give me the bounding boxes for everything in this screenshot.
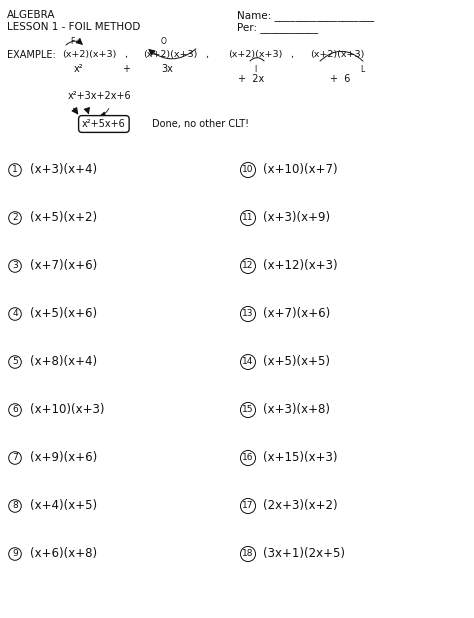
- Text: (x+10)(x+7): (x+10)(x+7): [263, 164, 337, 177]
- Text: 17: 17: [242, 501, 254, 510]
- Text: (x+5)(x+2): (x+5)(x+2): [30, 211, 97, 224]
- Text: x²+3x+2x+6: x²+3x+2x+6: [68, 91, 132, 101]
- Text: (x+3)(x+4): (x+3)(x+4): [30, 164, 97, 177]
- Text: (x+12)(x+3): (x+12)(x+3): [263, 260, 337, 273]
- Text: O: O: [161, 38, 167, 46]
- Text: ,: ,: [124, 51, 127, 59]
- Text: 9: 9: [12, 549, 18, 559]
- Text: (x+3)(x+8): (x+3)(x+8): [263, 404, 330, 417]
- Text: (x+4)(x+5): (x+4)(x+5): [30, 499, 97, 512]
- Text: (x+2)(x+3): (x+2)(x+3): [62, 51, 117, 59]
- Text: ,: ,: [290, 51, 293, 59]
- Text: 13: 13: [242, 310, 254, 318]
- Text: 3: 3: [12, 261, 18, 271]
- Text: F: F: [70, 38, 74, 46]
- Text: x²: x²: [74, 64, 83, 74]
- Text: 16: 16: [242, 454, 254, 462]
- Text: +  6: + 6: [330, 74, 350, 84]
- Text: Done, no other CLT!: Done, no other CLT!: [152, 119, 249, 129]
- Text: (3x+1)(2x+5): (3x+1)(2x+5): [263, 548, 345, 561]
- Text: L: L: [360, 64, 364, 74]
- Text: (x+2)(x+3): (x+2)(x+3): [310, 51, 365, 59]
- Text: (x+10)(x+3): (x+10)(x+3): [30, 404, 104, 417]
- Text: x²+5x+6: x²+5x+6: [82, 119, 126, 129]
- Text: (x+7)(x+6): (x+7)(x+6): [263, 308, 330, 321]
- Text: 18: 18: [242, 549, 254, 559]
- Text: 8: 8: [12, 501, 18, 510]
- Text: 14: 14: [242, 357, 254, 366]
- Text: +  2x: + 2x: [238, 74, 264, 84]
- Text: 3x: 3x: [161, 64, 173, 74]
- Text: (x+9)(x+6): (x+9)(x+6): [30, 452, 97, 465]
- Text: 15: 15: [242, 405, 254, 415]
- Text: 11: 11: [242, 213, 254, 222]
- Text: (x+5)(x+5): (x+5)(x+5): [263, 355, 330, 368]
- Text: (x+8)(x+4): (x+8)(x+4): [30, 355, 97, 368]
- Text: 10: 10: [242, 166, 254, 174]
- Text: 12: 12: [242, 261, 254, 271]
- Text: ALGEBRA: ALGEBRA: [7, 10, 55, 20]
- Text: ,: ,: [205, 51, 208, 59]
- Text: (x+7)(x+6): (x+7)(x+6): [30, 260, 97, 273]
- Text: 7: 7: [12, 454, 18, 462]
- Text: I: I: [254, 64, 256, 74]
- Text: Name: ___________________: Name: ___________________: [237, 10, 374, 21]
- Text: EXAMPLE:: EXAMPLE:: [7, 50, 56, 60]
- Text: (x+5)(x+6): (x+5)(x+6): [30, 308, 97, 321]
- Text: (x+2)(x+3): (x+2)(x+3): [143, 51, 197, 59]
- Text: (x+15)(x+3): (x+15)(x+3): [263, 452, 337, 465]
- Text: (x+2)(x+3): (x+2)(x+3): [228, 51, 283, 59]
- Text: 1: 1: [12, 166, 18, 174]
- Text: Per: ___________: Per: ___________: [237, 22, 318, 33]
- Text: (2x+3)(x+2): (2x+3)(x+2): [263, 499, 337, 512]
- Text: LESSON 1 - FOIL METHOD: LESSON 1 - FOIL METHOD: [7, 22, 140, 32]
- Text: (x+6)(x+8): (x+6)(x+8): [30, 548, 97, 561]
- Text: +: +: [122, 64, 130, 74]
- Text: (x+3)(x+9): (x+3)(x+9): [263, 211, 330, 224]
- Text: 6: 6: [12, 405, 18, 415]
- Text: 5: 5: [12, 357, 18, 366]
- Text: 4: 4: [12, 310, 18, 318]
- Text: 2: 2: [12, 213, 18, 222]
